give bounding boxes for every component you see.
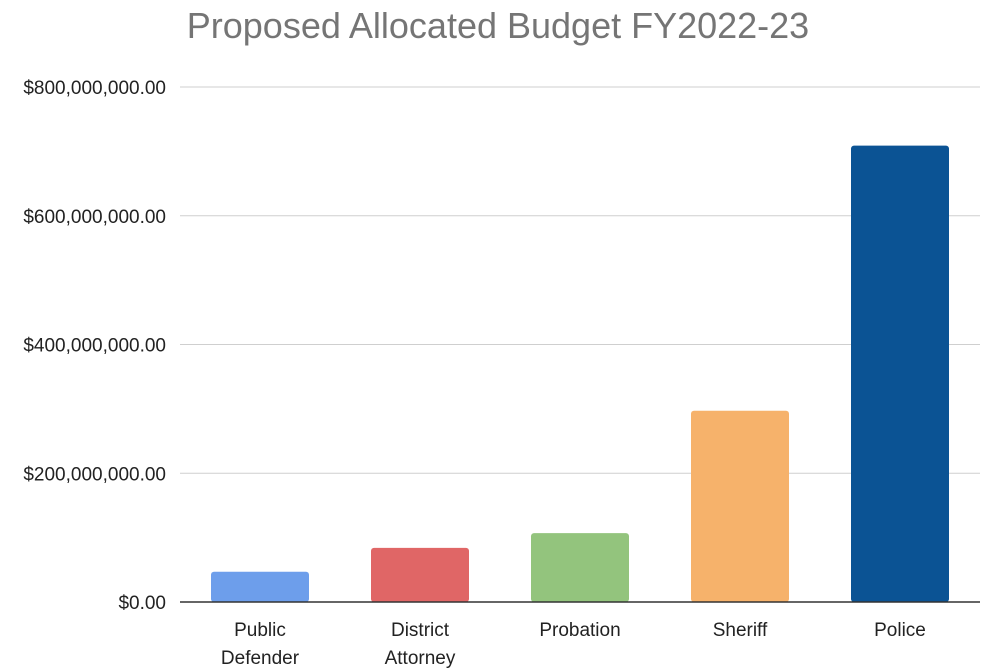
x-category-label: Police [874, 620, 926, 641]
y-tick-label: $200,000,000.00 [23, 464, 166, 485]
x-category-label-line: Probation [539, 620, 620, 641]
y-tick-label: $0.00 [118, 593, 166, 614]
x-category-label-line: Sheriff [713, 620, 768, 641]
y-tick-label: $800,000,000.00 [23, 78, 166, 99]
bar [691, 410, 789, 602]
x-category-label-line: District [391, 620, 450, 641]
bars [211, 145, 949, 603]
x-category-label-line: Police [874, 620, 926, 641]
bar [371, 547, 469, 602]
x-category-label: Probation [539, 620, 620, 641]
y-axis-tick-labels: $0.00 $200,000,000.00 $400,000,000.00 $600,… [23, 78, 166, 614]
y-tick-label: $400,000,000.00 [23, 336, 166, 357]
x-category-label-line: Attorney [385, 648, 456, 668]
x-category-label-line: Defender [221, 648, 300, 668]
bar [211, 571, 309, 602]
x-category-label-line: Public [234, 620, 286, 641]
gridlines [180, 86, 980, 474]
y-tick-label: $600,000,000.00 [23, 207, 166, 228]
x-category-label: Public Defender [221, 620, 300, 668]
x-category-label: Sheriff [713, 620, 768, 641]
x-axis-category-labels: Public Defender District Attorney Probation S… [221, 620, 926, 668]
chart-title: Proposed Allocated Budget FY2022-23 [187, 5, 809, 46]
bar [851, 145, 949, 603]
bar [531, 533, 629, 602]
x-category-label: District Attorney [385, 620, 456, 668]
